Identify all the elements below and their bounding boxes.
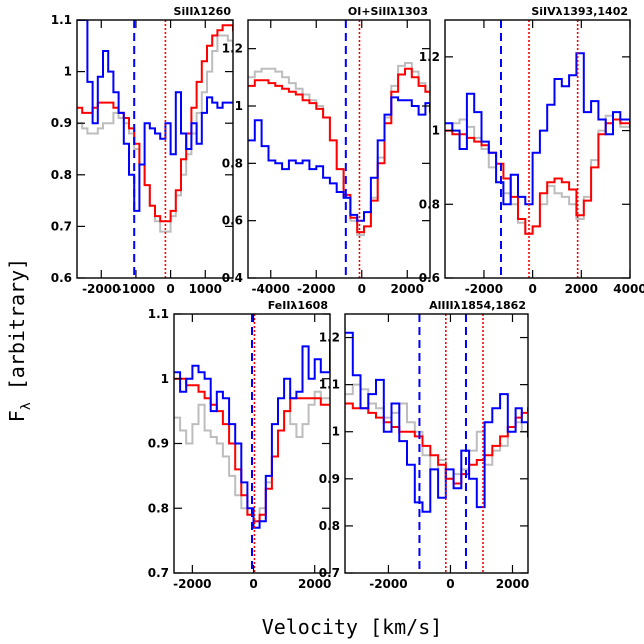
- y-tick-label: 0.6: [51, 271, 72, 285]
- panel-title: SiIVλ1393,1402: [531, 5, 628, 18]
- y-tick-label: 1.1: [51, 13, 72, 27]
- x-tick-label: 2000: [565, 282, 598, 296]
- y-tick-label: 0.8: [222, 156, 243, 170]
- x-tick-label: -1000: [117, 282, 155, 296]
- y-tick-label: 0.9: [51, 116, 72, 130]
- series-line-gray: [345, 383, 528, 480]
- series-line-gray: [77, 34, 233, 233]
- y-tick-label: 1.2: [319, 331, 340, 345]
- x-tick-label: -2000: [173, 577, 211, 591]
- plot-area: [174, 314, 330, 573]
- panel-frame: [247, 19, 431, 279]
- y-tick-label: 1: [432, 124, 440, 138]
- y-tick-label: 0.7: [319, 566, 340, 580]
- series-line-gray: [248, 62, 430, 236]
- series-line-blue: [248, 96, 430, 222]
- plot-area: [248, 20, 430, 278]
- y-axis-label-sub: λ: [19, 402, 34, 410]
- panel-1: -2000-1000 0 1000 0.6 0.7 0.8 0.9 1 1.1 SiIIλ1260: [51, 5, 234, 296]
- y-tick-label: 0.8: [419, 197, 440, 211]
- x-tick-label: 0: [166, 282, 174, 296]
- y-tick-label: 0.7: [51, 219, 72, 233]
- series-line-red: [445, 118, 630, 235]
- y-tick-label: 1.2: [222, 42, 243, 56]
- y-tick-label: 0.4: [222, 271, 243, 285]
- x-tick-label: -2000: [82, 282, 120, 296]
- y-tick-label: 1.1: [319, 378, 340, 392]
- series-line-blue: [345, 331, 528, 513]
- x-tick-label: 4000: [613, 282, 644, 296]
- x-tick-label: 2000: [496, 577, 529, 591]
- x-tick-label: 2000: [391, 282, 424, 296]
- x-tick-label: -2000: [465, 282, 503, 296]
- x-tick-label: -2000: [369, 577, 407, 591]
- panel-frame: [173, 313, 331, 574]
- y-axis-label: Fλ [arbitrary]: [5, 258, 34, 422]
- y-tick-label: 1.2: [419, 50, 440, 64]
- series-line-red: [77, 24, 233, 223]
- panel-title: AlIIIλ1854,1862: [429, 299, 526, 312]
- y-tick-label: 0.8: [319, 519, 340, 533]
- panel-2: -4000 -2000 0 2000 0.4 0.6 0.8 1 1.2 OI+SiIIλ1303: [222, 5, 431, 296]
- x-tick-label: 0: [446, 577, 454, 591]
- x-tick-label: 1000: [189, 282, 222, 296]
- y-tick-label: 0.6: [419, 271, 440, 285]
- plot-area: [445, 20, 630, 278]
- x-axis-label: Velocity [km/s]: [262, 615, 443, 639]
- y-tick-label: 0.9: [148, 437, 169, 451]
- series-line-blue: [445, 52, 630, 206]
- y-axis-label-rest: [arbitrary]: [5, 258, 29, 403]
- y-tick-label: 0.8: [51, 168, 72, 182]
- series-line-blue: [174, 338, 330, 529]
- y-tick-label: 0.9: [319, 472, 340, 486]
- y-tick-label: 0.7: [148, 566, 169, 580]
- series-line-red: [248, 67, 430, 234]
- x-tick-label: -4000: [252, 282, 290, 296]
- y-tick-label: 1: [235, 99, 243, 113]
- panel-frame: [444, 19, 631, 279]
- series-line-blue: [77, 20, 233, 212]
- x-tick-label: 0: [528, 282, 536, 296]
- series-line-red: [345, 402, 528, 485]
- y-tick-label: 1: [161, 372, 169, 386]
- y-tick-label: 1: [332, 425, 340, 439]
- panel-frame: [76, 19, 234, 279]
- y-tick-label: 1.1: [148, 307, 169, 321]
- panel-3: -2000 0 2000 4000 0.6 0.8 1 1.2 SiIVλ1393,1402: [419, 5, 644, 296]
- panel-4: -2000 0 2000 0.7 0.8 0.9 1 1.1 FeIIλ1608: [148, 299, 332, 591]
- y-tick-label: 1: [64, 65, 72, 79]
- panels-group: -2000-1000 0 10000.60.70.80.911.1SiIIλ1260…: [51, 5, 644, 591]
- panel-title: SiIIλ1260: [174, 5, 232, 18]
- x-tick-label: 2000: [298, 577, 331, 591]
- x-tick-label: 0: [249, 577, 257, 591]
- plot-area: [77, 20, 233, 278]
- y-tick-label: 0.8: [148, 501, 169, 515]
- plot-area: [345, 314, 528, 573]
- y-axis-label-main: F: [5, 410, 29, 422]
- y-tick-label: 0.6: [222, 214, 243, 228]
- x-tick-label: -2000: [297, 282, 335, 296]
- panel-frame: [344, 313, 529, 574]
- panel-5: -2000 0 2000 0.7 0.8 0.9 1 1.1 1.2 AlIIIλ1854,186…: [319, 299, 529, 591]
- x-tick-label: 0: [358, 282, 366, 296]
- panel-title: OI+SiIIλ1303: [348, 5, 428, 18]
- panel-title: FeIIλ1608: [268, 299, 328, 312]
